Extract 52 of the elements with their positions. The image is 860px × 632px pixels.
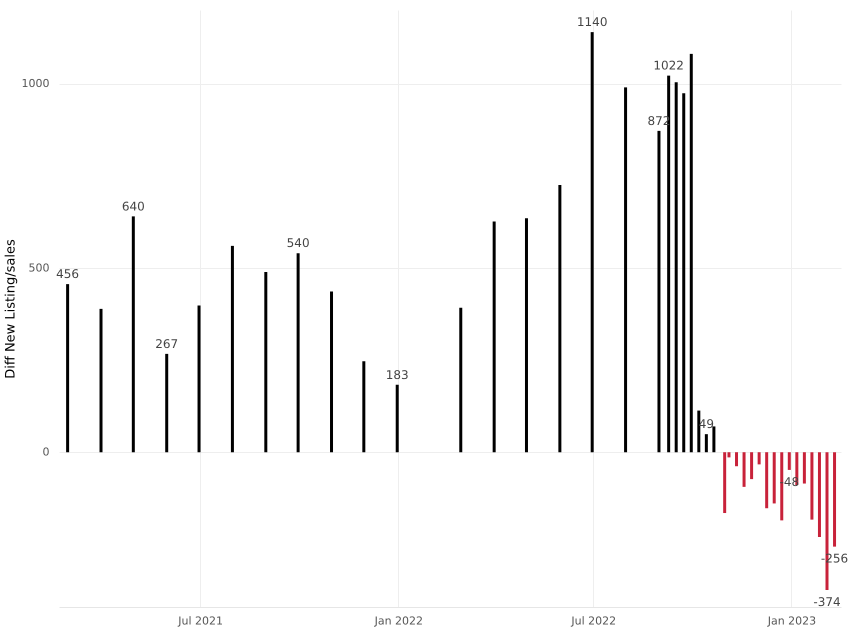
bar bbox=[66, 284, 70, 452]
bar bbox=[802, 452, 806, 484]
x-tick-label: Jul 2022 bbox=[570, 614, 616, 628]
data-label: 1140 bbox=[576, 15, 608, 30]
bar bbox=[330, 292, 334, 452]
data-label: 456 bbox=[56, 267, 80, 282]
data-label: 267 bbox=[155, 336, 178, 351]
bar bbox=[396, 384, 399, 452]
bar bbox=[765, 452, 768, 508]
bar bbox=[624, 87, 628, 452]
x-tick-label: Jan 2022 bbox=[374, 614, 424, 628]
bar bbox=[818, 452, 821, 537]
bar bbox=[165, 354, 168, 452]
x-tick-label: Jul 2021 bbox=[177, 614, 223, 628]
data-label: 640 bbox=[122, 199, 145, 214]
bar bbox=[704, 434, 708, 452]
bar bbox=[742, 452, 746, 487]
bar bbox=[590, 32, 594, 452]
bar bbox=[132, 216, 135, 452]
bar bbox=[362, 361, 366, 452]
data-label: 540 bbox=[286, 236, 310, 250]
y-axis-title: Diff New Listing/sales bbox=[4, 239, 19, 379]
bar bbox=[230, 246, 234, 452]
bar bbox=[264, 272, 268, 452]
bar bbox=[788, 452, 791, 470]
bar bbox=[657, 130, 660, 452]
data-label: -374 bbox=[813, 595, 841, 610]
bar bbox=[772, 452, 776, 504]
y-tick-label: 500 bbox=[28, 261, 50, 274]
data-label: 1022 bbox=[653, 58, 684, 73]
bar bbox=[198, 306, 201, 452]
bar bbox=[750, 452, 754, 480]
bar bbox=[758, 452, 761, 464]
bar bbox=[682, 93, 686, 452]
x-tick-label: Jan 2023 bbox=[766, 614, 816, 628]
bar bbox=[833, 452, 836, 547]
bar bbox=[810, 452, 814, 520]
data-label: 183 bbox=[386, 368, 409, 382]
bar bbox=[524, 218, 528, 452]
y-tick-label: 0 bbox=[42, 446, 50, 459]
bar bbox=[735, 452, 738, 466]
bar bbox=[296, 253, 300, 452]
bar bbox=[558, 185, 562, 452]
bar bbox=[459, 308, 462, 452]
bar bbox=[100, 308, 103, 452]
bar bbox=[674, 82, 678, 452]
bar bbox=[712, 426, 716, 452]
y-tick-label: 1000 bbox=[22, 77, 50, 90]
bar bbox=[723, 452, 726, 514]
bar bbox=[690, 54, 693, 452]
bar bbox=[492, 222, 496, 452]
bar bbox=[697, 410, 700, 452]
